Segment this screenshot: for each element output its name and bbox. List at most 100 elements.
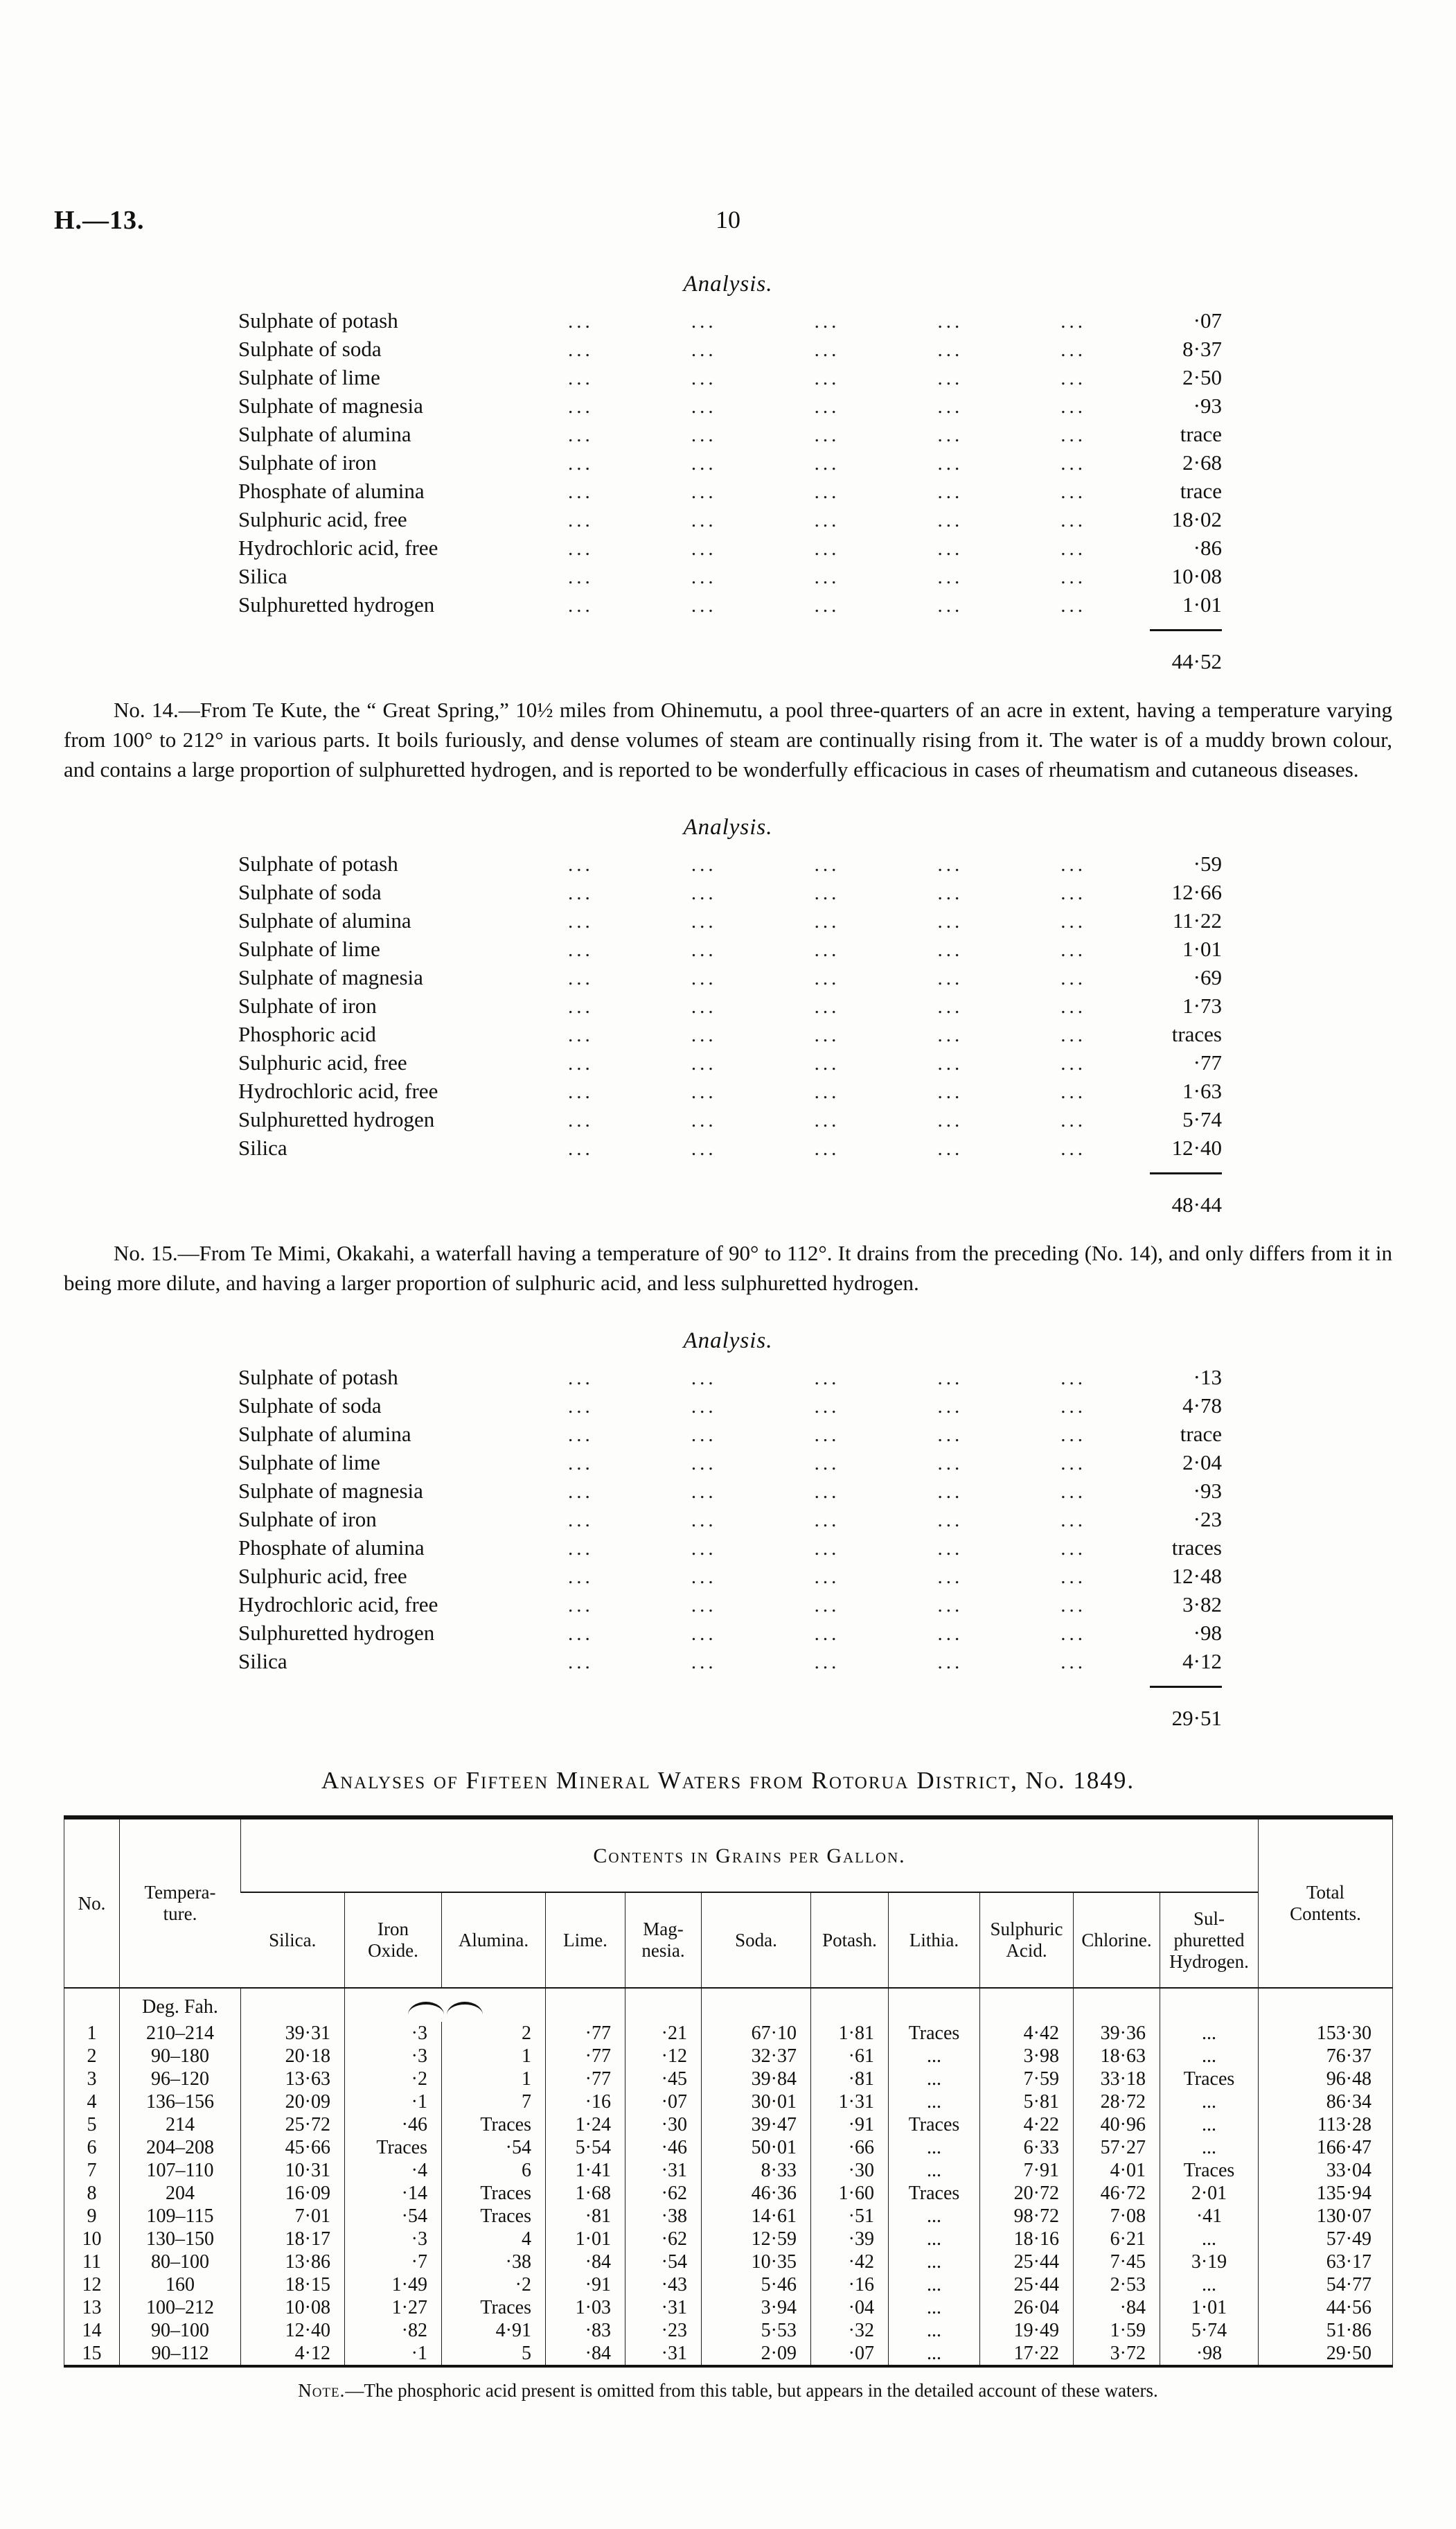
substance-value: 18·02 bbox=[1171, 507, 1222, 531]
dot-leaders: ............... bbox=[568, 1623, 1086, 1645]
value-cell: ·46 bbox=[625, 2136, 702, 2159]
value-cell: 3·98 bbox=[979, 2045, 1074, 2068]
substance-label: Sulphuretted hydrogen bbox=[238, 1621, 435, 1645]
dot-leaders: ............... bbox=[568, 452, 1086, 475]
analysis-row: Phosphoric acid............... traces bbox=[238, 1021, 1222, 1049]
total-contents-cell: 166·47 bbox=[1258, 2136, 1393, 2159]
value-cell: 7 bbox=[441, 2090, 546, 2113]
temperature-cell: 204 bbox=[119, 2182, 241, 2205]
value-cell: ·77 bbox=[545, 2045, 625, 2068]
substance-label: Phosphate of alumina bbox=[238, 479, 425, 503]
column-header-temperature: Tempera- ture. bbox=[119, 1817, 241, 1989]
value-cell: 2·09 bbox=[701, 2342, 811, 2366]
empty-cell bbox=[1159, 1988, 1259, 2022]
dot-leaders: ............... bbox=[568, 367, 1086, 389]
value-cell: ·07 bbox=[625, 2090, 702, 2113]
substance-value: 10·08 bbox=[1171, 564, 1222, 588]
temperature-cell: 90–100 bbox=[119, 2319, 241, 2342]
value-cell: ... bbox=[1159, 2113, 1259, 2136]
value-cell: 39·31 bbox=[240, 2022, 345, 2045]
row-number: 15 bbox=[82, 2343, 102, 2364]
value-cell: 1·01 bbox=[1159, 2296, 1259, 2319]
total-value: 44·52 bbox=[1171, 649, 1222, 673]
value-cell: ·77 bbox=[545, 2022, 625, 2045]
temperature-cell: 136–156 bbox=[119, 2090, 241, 2113]
value-cell: 45·66 bbox=[240, 2136, 345, 2159]
row-number: 7 bbox=[87, 2160, 97, 2181]
value-cell: Traces bbox=[441, 2182, 546, 2205]
column-header-lime: Lime. bbox=[545, 1892, 625, 1989]
value-cell: ·61 bbox=[810, 2045, 889, 2068]
column-header-silica: Silica. bbox=[240, 1892, 345, 1989]
value-cell: 98·72 bbox=[979, 2205, 1074, 2228]
substance-label: Sulphuretted hydrogen bbox=[238, 1107, 435, 1131]
total-contents-cell: 29·50 bbox=[1258, 2342, 1393, 2366]
table-row: 12 160 18·15 1·49·2·91·43 5·46·16... 25·44 2·5… bbox=[64, 2273, 1393, 2296]
empty-cell bbox=[979, 1988, 1074, 2022]
value-cell: 10·31 bbox=[240, 2159, 345, 2182]
value-cell: ·32 bbox=[810, 2319, 889, 2342]
analyses-table-body: Deg. Fah. 1 210–214 39·31·3 2·77·21 67·10 1·8… bbox=[64, 1988, 1393, 2366]
value-cell: 4·01 bbox=[1073, 2159, 1160, 2182]
total-contents-cell: 44·56 bbox=[1258, 2296, 1393, 2319]
dot-leaders: ............... bbox=[568, 538, 1086, 560]
dot-leaders: ............... bbox=[568, 1509, 1086, 1531]
brace-arc-icon bbox=[446, 2001, 483, 2015]
total-contents-cell: 63·17 bbox=[1258, 2250, 1393, 2273]
table-row: 4 136–156 20·09·1 7·16·07 30·01 1·31... 5·81 28… bbox=[64, 2090, 1393, 2113]
paragraph-no-15: No. 15.—From Te Mimi, Okakahi, a waterfa… bbox=[64, 1241, 1392, 1295]
substance-label: Silica bbox=[238, 1649, 287, 1673]
value-cell: 1·27 bbox=[344, 2296, 442, 2319]
value-cell: 25·44 bbox=[979, 2250, 1074, 2273]
value-cell: ... bbox=[888, 2296, 980, 2319]
substance-label: Sulphate of alumina bbox=[238, 422, 411, 446]
row-number: 10 bbox=[82, 2228, 102, 2250]
value-cell: 4·42 bbox=[979, 2022, 1074, 2045]
value-cell: ·84 bbox=[1073, 2296, 1160, 2319]
value-cell: ·45 bbox=[625, 2068, 702, 2090]
value-cell: 7·01 bbox=[240, 2205, 345, 2228]
substance-value: 1·01 bbox=[1182, 937, 1222, 961]
temperature-cell: 130–150 bbox=[119, 2228, 241, 2250]
total-contents-cell: 113·28 bbox=[1258, 2113, 1393, 2136]
value-cell: ·7 bbox=[344, 2250, 442, 2273]
empty-cell bbox=[1258, 1988, 1393, 2022]
value-cell: 14·61 bbox=[701, 2205, 811, 2228]
analysis-row: Silica............... 10·08 bbox=[238, 563, 1222, 591]
temperature-cell: 109–115 bbox=[119, 2205, 241, 2228]
substance-value: 2·68 bbox=[1182, 450, 1222, 475]
substance-value: trace bbox=[1180, 1422, 1222, 1446]
substance-label: Silica bbox=[238, 1136, 287, 1160]
value-cell: 5·74 bbox=[1159, 2319, 1259, 2342]
value-cell: 20·09 bbox=[240, 2090, 345, 2113]
value-cell: ... bbox=[888, 2273, 980, 2296]
value-cell: ... bbox=[1159, 2045, 1259, 2068]
value-cell: ·81 bbox=[810, 2068, 889, 2090]
value-cell: 7·91 bbox=[979, 2159, 1074, 2182]
value-cell: ·31 bbox=[625, 2296, 702, 2319]
dot-leaders: ............... bbox=[568, 1452, 1086, 1474]
dot-leaders: ............... bbox=[568, 910, 1086, 933]
analysis-row: Sulphate of alumina............... 11·22 bbox=[238, 907, 1222, 935]
value-cell: Traces bbox=[888, 2182, 980, 2205]
value-cell: Traces bbox=[1159, 2068, 1259, 2090]
total-value: 29·51 bbox=[1171, 1706, 1222, 1730]
substance-value: ·69 bbox=[1193, 965, 1222, 989]
value-cell: 16·09 bbox=[240, 2182, 345, 2205]
column-header-magnesia: Mag- nesia. bbox=[625, 1892, 702, 1989]
row-number: 12 bbox=[82, 2274, 102, 2296]
value-cell: ... bbox=[888, 2319, 980, 2342]
substance-label: Hydrochloric acid, free bbox=[238, 536, 438, 560]
value-cell: ·84 bbox=[545, 2342, 625, 2366]
table-row: 2 90–180 20·18·3 1·77·12 32·37·61... 3·98 18·6… bbox=[64, 2045, 1393, 2068]
value-cell: ·1 bbox=[344, 2090, 442, 2113]
value-cell: 5·46 bbox=[701, 2273, 811, 2296]
table-footnote: Note.—The phosphoric acid present is omi… bbox=[64, 2380, 1392, 2402]
row-number: 11 bbox=[82, 2251, 101, 2273]
table-row: 10 130–150 18·17·3 4 1·01·62 12·59·39... 18·16… bbox=[64, 2228, 1393, 2250]
value-cell: ... bbox=[1159, 2273, 1259, 2296]
analysis-row: Hydrochloric acid, free............... 3·… bbox=[238, 1591, 1222, 1619]
value-cell: 4 bbox=[441, 2228, 546, 2250]
analysis-heading: Analysis. bbox=[683, 815, 773, 840]
analysis-row: Phosphate of alumina............... trace bbox=[238, 477, 1222, 506]
